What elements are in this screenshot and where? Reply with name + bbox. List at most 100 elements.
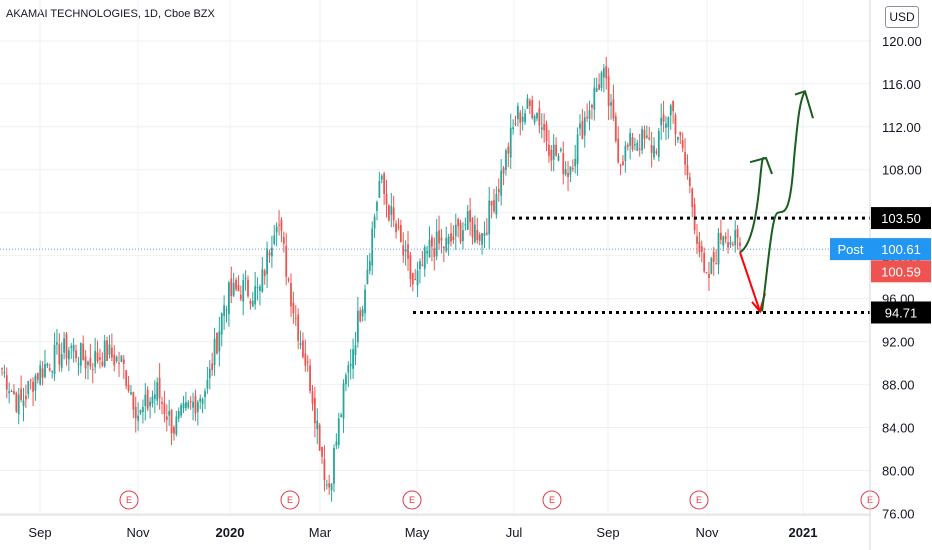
candle-body <box>538 108 541 126</box>
candle-body <box>142 407 144 413</box>
candle-body <box>574 158 577 167</box>
candle-body <box>507 146 510 154</box>
candle-body <box>667 117 670 128</box>
candle-body <box>383 173 386 194</box>
candle-body <box>612 99 615 119</box>
candle-body <box>662 114 665 122</box>
candle-body <box>404 248 407 252</box>
post-tag-name: Post <box>837 242 863 257</box>
candle-body <box>722 236 725 246</box>
candle-body <box>259 286 261 291</box>
candle-body <box>674 115 677 135</box>
candle-body <box>242 279 245 302</box>
candle-body <box>72 344 75 352</box>
candle-body <box>182 403 185 408</box>
x-tick-label: 2021 <box>789 525 818 540</box>
candle-body <box>239 294 242 300</box>
candle-body <box>519 112 522 123</box>
x-tick-label: May <box>405 525 430 540</box>
candle-body <box>610 102 612 106</box>
earnings-marker-label: E <box>126 495 132 505</box>
candle-body <box>189 401 192 403</box>
candle-body <box>132 392 135 410</box>
candle-body <box>567 173 569 178</box>
candle-body <box>509 127 512 158</box>
candle-body <box>103 340 106 367</box>
candle-body <box>407 244 409 259</box>
candle-body <box>194 395 197 414</box>
candle-body <box>500 170 503 196</box>
candle-body <box>58 344 61 365</box>
candle-body <box>161 402 163 404</box>
candle-body <box>591 104 593 108</box>
candle-body <box>495 193 498 215</box>
green-arrow-long-head <box>794 90 814 119</box>
candle-body <box>118 363 120 365</box>
earnings-marker-label: E <box>549 495 555 505</box>
candle-body <box>447 236 450 245</box>
candle-body <box>345 375 347 385</box>
y-tick-label: 116.00 <box>882 77 921 92</box>
candle-body <box>330 483 333 491</box>
candle-body <box>442 246 445 248</box>
candle-body <box>82 343 85 361</box>
candle-body <box>287 279 290 281</box>
candle-body <box>622 161 624 166</box>
green-arrow-short <box>739 156 767 254</box>
candle-body <box>63 338 65 353</box>
candle-body <box>325 484 328 486</box>
candle-body <box>454 224 457 237</box>
candle-body <box>552 144 555 160</box>
candle-body <box>361 309 364 317</box>
x-tick-label: Sep <box>28 525 51 540</box>
candle-body <box>708 273 710 279</box>
candle-body <box>624 145 627 162</box>
candle-body <box>490 200 493 206</box>
candle-body <box>648 137 651 140</box>
candle-body <box>734 230 737 246</box>
candle-body <box>244 277 247 280</box>
candle-body <box>99 357 101 360</box>
candle-body <box>540 127 543 130</box>
candle-body <box>134 406 137 419</box>
candle-body <box>89 357 92 367</box>
post-price-tag-bg <box>871 238 931 261</box>
candle-body <box>431 237 433 247</box>
candle-body <box>681 139 684 149</box>
candle-body <box>342 383 345 419</box>
candle-body <box>96 352 99 362</box>
candle-body <box>395 223 397 233</box>
candle-body <box>619 164 622 167</box>
candle-body <box>151 396 154 404</box>
candle-body <box>292 302 295 314</box>
candle-body <box>302 340 304 358</box>
candle-body <box>316 420 319 430</box>
candle-body <box>318 424 321 451</box>
candle-body <box>173 426 175 434</box>
candle-body <box>282 236 285 244</box>
candle-body <box>17 394 20 415</box>
candle-body <box>409 255 412 280</box>
candle-body <box>657 130 660 158</box>
candle-body <box>3 371 6 374</box>
candle-body <box>450 233 452 242</box>
candle-body <box>144 394 147 406</box>
currency-button[interactable]: USD <box>885 6 919 28</box>
candle-body <box>313 397 316 424</box>
post-price-tag-label: 100.61 <box>881 242 921 257</box>
last-price-tag-label: 100.59 <box>881 264 921 279</box>
candle-body <box>727 242 729 248</box>
candle-body <box>108 344 111 355</box>
candle-body <box>488 200 491 235</box>
candle-body <box>397 227 400 229</box>
candle-body <box>576 134 579 164</box>
last-price-tag-bg <box>871 260 931 283</box>
candle-body <box>505 150 507 170</box>
candle-body <box>376 201 378 211</box>
candle-body <box>371 228 374 266</box>
candle-body <box>306 361 309 363</box>
candle-body <box>84 356 87 369</box>
y-tick-label: 120.00 <box>882 34 922 49</box>
candle-body <box>636 142 639 151</box>
